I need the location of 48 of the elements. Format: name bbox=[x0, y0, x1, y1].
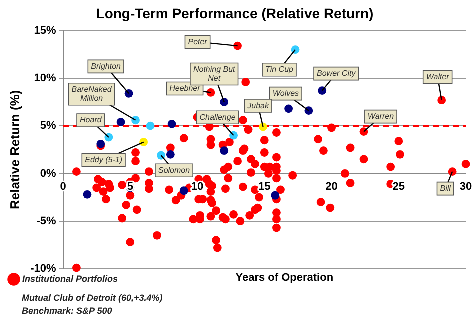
y-tick-label: 10% bbox=[34, 72, 56, 84]
annotation: Brighton bbox=[91, 62, 122, 71]
point bbox=[132, 116, 140, 125]
legend-label: Institutional Portfolios bbox=[22, 274, 118, 284]
annotation: Wolves bbox=[272, 89, 300, 98]
y-axis-title: Relative Return (%) bbox=[7, 90, 22, 210]
x-axis-title: Years of Operation bbox=[236, 272, 334, 284]
point bbox=[284, 104, 294, 114]
annotation: Eddy (5-1) bbox=[85, 155, 123, 164]
point bbox=[271, 191, 280, 200]
annotation: Hoard bbox=[80, 116, 102, 125]
point bbox=[259, 122, 268, 132]
y-tick-label: 5% bbox=[40, 120, 56, 132]
point bbox=[168, 120, 176, 128]
annotation: Peter bbox=[188, 37, 208, 46]
point bbox=[146, 122, 155, 130]
point bbox=[166, 150, 175, 159]
annotation: Jubak bbox=[246, 101, 270, 110]
point bbox=[180, 186, 188, 196]
chart-title: Long-Term Performance (Relative Return) bbox=[96, 5, 374, 22]
annotation: Solomon bbox=[158, 166, 191, 175]
point bbox=[318, 86, 327, 96]
point bbox=[220, 146, 229, 156]
annotation: Bill bbox=[440, 184, 452, 194]
x-tick-label: 0 bbox=[60, 180, 66, 193]
y-tick-label: 15% bbox=[34, 24, 56, 37]
text: Mutual Club of Detroit (60,+3.4%) bbox=[22, 292, 163, 305]
annotation: BareNaked Million bbox=[72, 85, 112, 104]
text: Benchmark: S&P 500 bbox=[22, 305, 114, 318]
annotation: Warren bbox=[368, 112, 395, 122]
annotation: Nothing But Net bbox=[193, 64, 236, 83]
annotation: Challenge bbox=[200, 112, 236, 122]
point bbox=[220, 98, 229, 106]
point bbox=[83, 190, 92, 199]
annotation: Walter bbox=[426, 72, 450, 82]
x-tick-label: 30 bbox=[460, 180, 472, 193]
y-tick-label: -10% bbox=[30, 263, 56, 276]
y-tick-label: -5% bbox=[36, 215, 56, 228]
point bbox=[116, 118, 126, 126]
y-tick-label: 0% bbox=[40, 168, 56, 180]
annotation: Tin Cup bbox=[266, 65, 294, 74]
x-tick-label: 25 bbox=[392, 180, 406, 193]
annotation: Heebner bbox=[170, 84, 201, 93]
x-tick-label: 20 bbox=[326, 180, 338, 193]
x-tick-label: 5 bbox=[127, 180, 134, 193]
point bbox=[140, 138, 148, 146]
annotation: Bower City bbox=[317, 69, 357, 78]
x-tick-label: 15 bbox=[258, 180, 271, 193]
